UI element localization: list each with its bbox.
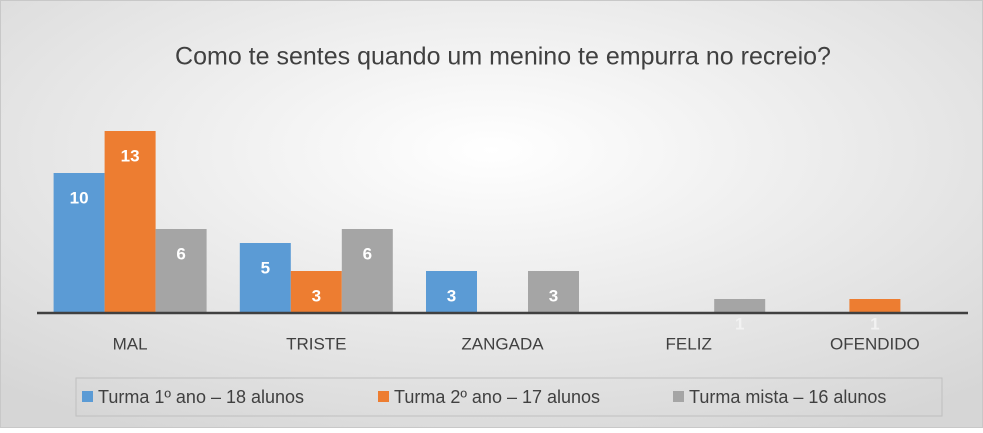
bar (341, 229, 393, 313)
data-label: 6 (363, 244, 372, 263)
bar (528, 271, 579, 313)
legend-box (75, 377, 943, 417)
data-label: 6 (176, 244, 185, 263)
bar (426, 271, 477, 313)
data-label: 13 (121, 146, 140, 165)
legend-label: Turma 1º ano – 18 alunos (98, 387, 304, 407)
chart-title: Como te sentes quando um menino te empur… (175, 43, 831, 71)
legend-label: Turma 2º ano – 17 alunos (394, 387, 600, 407)
legend-swatch (673, 391, 684, 402)
bar (104, 131, 156, 313)
legend-swatch (82, 391, 93, 402)
legend-label: Turma mista – 16 alunos (689, 387, 886, 407)
bar (849, 299, 901, 313)
data-label: 1 (870, 314, 879, 333)
data-label: 5 (261, 258, 270, 277)
data-label: 3 (549, 286, 558, 305)
x-tick-label: FELIZ (666, 334, 712, 353)
x-tick-label: TRISTE (286, 334, 346, 353)
bar (53, 173, 105, 313)
data-label: 1 (735, 314, 744, 333)
data-label: 10 (70, 188, 89, 207)
x-tick-label: OFENDIDO (830, 334, 920, 353)
bar (714, 299, 766, 313)
x-tick-label: ZANGADA (461, 334, 544, 353)
legend-swatch (378, 391, 389, 402)
data-label: 3 (312, 286, 321, 305)
bar (290, 271, 342, 313)
bar (239, 243, 291, 313)
x-tick-label: MAL (113, 334, 148, 353)
data-label: 3 (447, 286, 456, 305)
bar (155, 229, 207, 313)
